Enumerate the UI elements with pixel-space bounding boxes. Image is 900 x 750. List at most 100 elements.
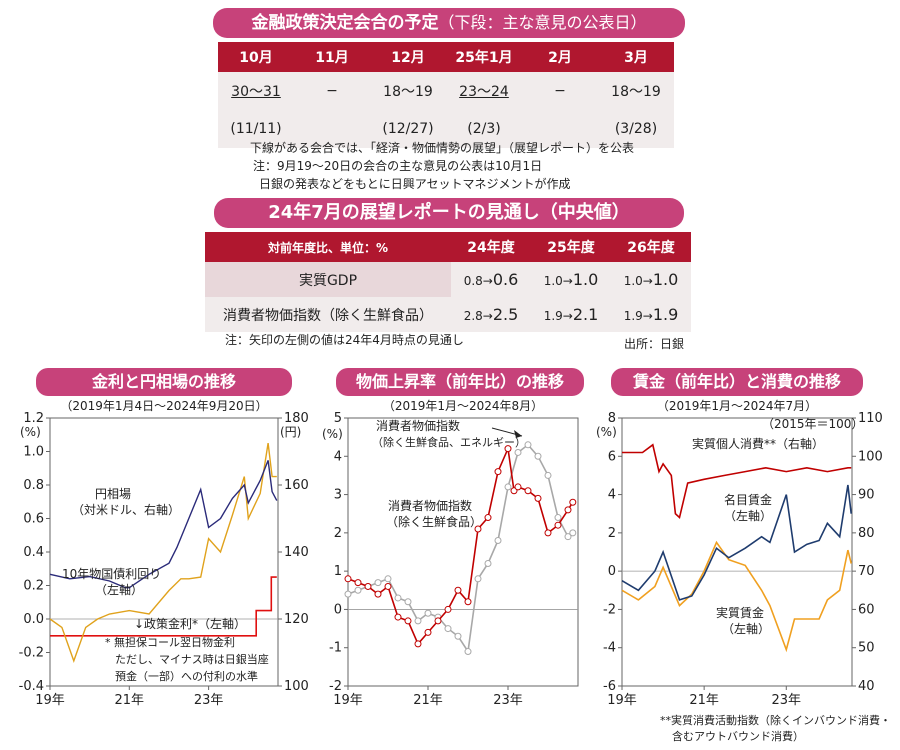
- marker-cpi-core: [464, 598, 472, 606]
- row-label-gdp: 実質GDP: [205, 262, 451, 297]
- gdp-fy26: 1.0→1.0: [611, 262, 691, 297]
- series-real-wage-line: [621, 540, 852, 653]
- series-consumption-line: [622, 443, 852, 520]
- marker-cpi-core-core: [474, 575, 482, 583]
- schedule-subtitle: （下段：主な意見の公表日）: [438, 13, 647, 32]
- meeting-date: 30〜31: [218, 72, 294, 110]
- marker-cpi-core: [504, 445, 512, 453]
- y-tick-label: -6: [603, 679, 616, 694]
- meeting-date: 23〜24: [446, 72, 522, 110]
- plot-frame: [621, 417, 853, 687]
- y-tick-label: -4: [603, 641, 616, 656]
- y-tick-label: 3: [334, 488, 342, 503]
- chart2-banner: 物価上昇率（前年比）の推移: [336, 368, 584, 396]
- y-tick-label: 0: [334, 602, 342, 617]
- annotation-core-1: 消費者物価指数: [388, 498, 472, 513]
- y-tick-label: -0.4: [19, 679, 44, 694]
- marker-cpi-core: [554, 521, 562, 529]
- gdp-fy24: 0.8→0.6: [451, 262, 531, 297]
- month-header: 11月: [294, 42, 370, 72]
- y-tick-label: 5: [334, 411, 342, 426]
- annotation-jgb-1: 10年物国債利回り: [62, 566, 161, 581]
- marker-cpi-core: [374, 590, 382, 598]
- marker-cpi-core-core: [484, 559, 492, 567]
- y-tick-label: 1.0: [23, 445, 44, 460]
- month-header: 2月: [522, 42, 598, 72]
- cpi-fy24: 2.8→2.5: [451, 297, 531, 332]
- marker-cpi-core-core: [514, 448, 522, 456]
- marker-cpi-core: [569, 498, 577, 506]
- marker-cpi-core: [534, 494, 542, 502]
- chart3-banner: 賃金（前年比）と消費の推移: [611, 368, 863, 396]
- opinion-date: (2/3): [446, 110, 522, 148]
- y-axis-unit: (%): [322, 427, 343, 441]
- x-tick-label: 23年: [772, 693, 802, 708]
- outlook-table: 対前年度比、単位：% 24年度 25年度 26年度 実質GDP 0.8→0.6 …: [205, 232, 691, 332]
- marker-cpi-core-core: [464, 648, 472, 656]
- y2-tick-label: 110: [858, 411, 883, 426]
- footnote-2: ただし、マイナス時は日銀当座: [115, 652, 269, 666]
- y-tick-label: -2: [329, 679, 342, 694]
- marker-cpi-core-core: [374, 579, 382, 587]
- y-tick-label: 0: [608, 564, 616, 579]
- chart-subtitle: （2019年1月4日〜2024年9月20日）: [60, 399, 267, 413]
- marker-cpi-core-core: [504, 483, 512, 491]
- y-tick-label: 0.4: [23, 545, 44, 560]
- chart1-banner: 金利と円相場の推移: [36, 368, 292, 396]
- y-tick-label: 2: [334, 526, 342, 541]
- opinion-date: (11/11): [218, 110, 294, 148]
- y-tick-label: 0.0: [23, 612, 44, 627]
- x-tick-label: 23年: [194, 693, 224, 708]
- y-tick-label: 2: [608, 526, 616, 541]
- marker-cpi-core-core: [384, 575, 392, 583]
- meeting-date: 18〜19: [370, 72, 446, 110]
- outlook-header-fy24: 24年度: [451, 232, 531, 262]
- marker-cpi-core: [404, 617, 412, 625]
- cpi-fy26: 1.9→1.9: [611, 297, 691, 332]
- outlook-banner: 24年7月の展望レポートの見通し（中央値）: [214, 198, 684, 228]
- annotation-core-core-1: 消費者物価指数: [376, 418, 460, 433]
- opinion-date: (12/27): [370, 110, 446, 148]
- y-tick-label: -0.2: [19, 646, 44, 661]
- y-tick-label: 6: [608, 449, 616, 464]
- marker-cpi-core-core: [454, 632, 462, 640]
- marker-cpi-core: [344, 575, 352, 583]
- marker-cpi-core: [494, 468, 502, 476]
- x-tick-label: 19年: [35, 693, 65, 708]
- annotation-yen-2: （対米ドル、右軸）: [72, 502, 180, 517]
- month-header: 10月: [218, 42, 294, 72]
- outlook-note: 注：矢印の左側の値は24年4月時点の見通し: [225, 333, 464, 347]
- series-nominal-wage-line: [621, 484, 852, 601]
- series-yen-line: [49, 460, 278, 589]
- marker-cpi-core-core: [404, 598, 412, 606]
- y2-tick-label: 140: [284, 545, 309, 560]
- marker-cpi-core: [354, 579, 362, 587]
- y2-axis-unit: (円): [280, 425, 301, 439]
- y2-tick-label: 120: [284, 612, 309, 627]
- y2-tick-label: 80: [858, 526, 875, 541]
- x-tick-label: 21年: [115, 693, 145, 708]
- annotation-core-core-2: （除く生鮮食品、エネルギー）: [372, 435, 526, 449]
- schedule-title: 金融政策決定会合の予定: [251, 13, 439, 33]
- marker-cpi-core-core: [354, 586, 362, 594]
- series-jgb-yield-line: [49, 442, 277, 663]
- footnote-wage-2: 含むアウトバウンド消費）: [672, 729, 804, 743]
- y-tick-label: 1.2: [23, 411, 44, 426]
- marker-cpi-core-core: [414, 617, 422, 625]
- cpi-fy25: 1.9→2.1: [531, 297, 611, 332]
- opinion-date: [294, 110, 370, 148]
- y2-axis-unit: （2015年＝100）: [762, 417, 863, 431]
- month-header: 25年1月: [446, 42, 522, 72]
- y2-tick-label: 100: [858, 449, 883, 464]
- outlook-title: 24年7月の展望レポートの見通し（中央値）: [268, 202, 630, 223]
- marker-cpi-core: [484, 514, 492, 522]
- schedule-table: 10月 11月 12月 25年1月 2月 3月 30〜31 − 18〜19 23…: [218, 42, 674, 148]
- outlook-header-fy26: 26年度: [611, 232, 691, 262]
- x-tick-label: 21年: [413, 693, 443, 708]
- opinion-date: (3/28): [598, 110, 674, 148]
- y-tick-label: 0.6: [23, 512, 44, 527]
- x-tick-label: 19年: [333, 693, 363, 708]
- marker-cpi-core: [544, 529, 552, 537]
- marker-cpi-core-core: [424, 609, 432, 617]
